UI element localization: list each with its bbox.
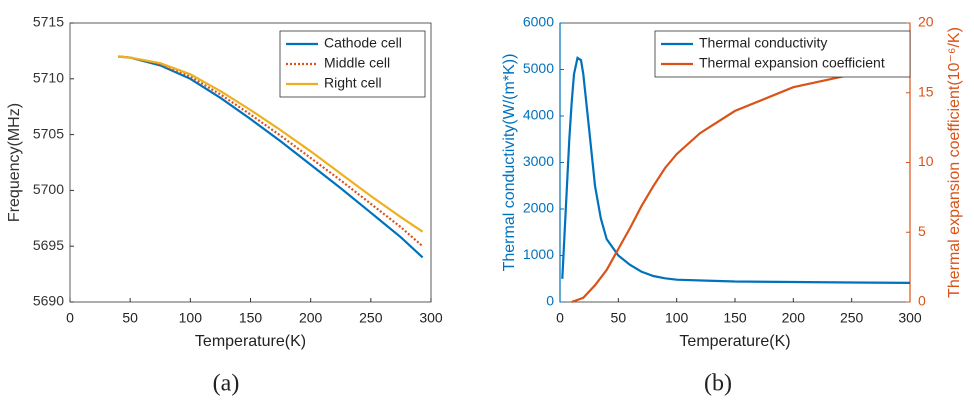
y-axis-label: Thermal conductivity(W/(m*K)) <box>501 54 518 272</box>
legend-label: Thermal expansion coefficient <box>699 55 885 71</box>
x-tick-label: 0 <box>66 310 74 326</box>
y-tick-label: 6000 <box>523 14 554 30</box>
y2-tick-label: 20 <box>918 14 934 30</box>
legend <box>279 30 426 98</box>
caption: (b) <box>704 371 732 397</box>
x-tick-label: 100 <box>179 310 203 326</box>
x-axis-label: Temperature(K) <box>679 333 790 350</box>
x-tick-label: 100 <box>665 310 689 326</box>
caption: (a) <box>213 371 240 397</box>
y-axis-label: Frequency(MHz) <box>6 103 23 222</box>
y2-tick-label: 5 <box>918 223 926 239</box>
y-tick-label: 3000 <box>523 153 554 169</box>
y2-tick-label: 10 <box>918 153 934 169</box>
legend <box>654 30 911 78</box>
legend-label: Cathode cell <box>324 35 402 51</box>
y-tick-label: 4000 <box>523 107 554 123</box>
y-tick-label: 1000 <box>523 246 554 262</box>
x-tick-label: 200 <box>299 310 323 326</box>
y-tick-label: 2000 <box>523 200 554 216</box>
y-tick-label: 5710 <box>33 70 64 86</box>
legend-label: Thermal conductivity <box>699 35 827 51</box>
y-tick-label: 5705 <box>33 125 64 141</box>
y-tick-label: 5695 <box>33 237 64 253</box>
series-line <box>118 55 424 233</box>
y-tick-label: 5700 <box>33 181 64 197</box>
y-tick-label: 5690 <box>33 293 64 309</box>
x-tick-label: 150 <box>723 310 747 326</box>
y-tick-label: 5000 <box>523 60 554 76</box>
y-tick-label: 0 <box>546 293 554 309</box>
x-tick-label: 250 <box>359 310 383 326</box>
x-tick-label: 50 <box>122 310 138 326</box>
legend-label: Right cell <box>324 75 382 91</box>
x-tick-label: 0 <box>556 310 564 326</box>
y2-axis-label: Thermal expansion coefficient(10⁻⁶/K) <box>946 27 963 298</box>
y-tick-label: 5715 <box>33 14 64 30</box>
y2-tick-label: 0 <box>918 293 926 309</box>
x-tick-label: 300 <box>419 310 443 326</box>
y2-tick-label: 15 <box>918 83 934 99</box>
series-line <box>561 56 911 284</box>
legend-label: Middle cell <box>324 55 390 71</box>
x-tick-label: 150 <box>239 310 263 326</box>
x-tick-label: 50 <box>611 310 627 326</box>
series-line <box>571 69 911 304</box>
x-axis-label: Temperature(K) <box>195 333 306 350</box>
x-tick-label: 200 <box>782 310 806 326</box>
x-tick-label: 300 <box>898 310 922 326</box>
x-tick-label: 250 <box>840 310 864 326</box>
series-line <box>118 55 424 259</box>
